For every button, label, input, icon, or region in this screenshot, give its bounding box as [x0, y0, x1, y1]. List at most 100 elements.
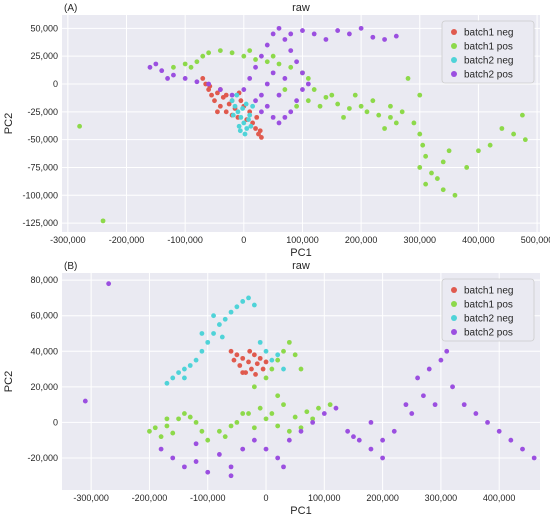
chart-1-series-3-point-39 [193, 441, 199, 447]
chart-0-series-1-point-26 [420, 142, 426, 148]
chart-1-series-0-point-6 [246, 359, 251, 365]
chart-1-series-3-point-20 [368, 446, 374, 452]
chart-0-series-2-point-13 [248, 123, 254, 129]
chart-1-series-1-point-37 [275, 423, 281, 429]
chart-0-series-1-point-51 [247, 48, 253, 54]
chart-0-series-1-point-27 [423, 153, 429, 159]
panel-a: -300,000 -200,000 -100,000 0 100,000 200,000 3… [3, 2, 550, 259]
chart-0-series-1-point-6 [217, 48, 223, 54]
chart-0-y-tick-label-0: -125,000 [22, 218, 58, 228]
chart-0-series-3-point-2 [171, 72, 176, 78]
chart-1-x-tick-label-2: -100,000 [190, 493, 226, 503]
chart-1-series-2-point-24 [219, 334, 225, 340]
chart-1-series-3-point-37 [380, 437, 386, 443]
chart-0-series-3-point-42 [288, 31, 294, 37]
chart-0-series-1-point-16 [323, 94, 329, 100]
chart-1-series-0-point-12 [263, 359, 269, 365]
chart-1-series-3-point-5 [193, 459, 199, 464]
chart-0-series-1-point-38 [511, 131, 517, 137]
chart-0-series-1-point-31 [440, 159, 446, 165]
chart-1-series-1-point-22 [263, 375, 269, 381]
chart-1-y-tick-label-5: 80,000 [30, 275, 58, 285]
chart-1-series-3-point-14 [298, 428, 304, 434]
chart-1-series-1-point-19 [316, 405, 321, 411]
chart-0-series-1 [77, 48, 528, 224]
chart-1-legend-marker-3 [451, 329, 457, 335]
chart-0-series-1-point-5 [206, 50, 212, 56]
chart-0-series-1-point-40 [520, 112, 525, 118]
chart-0-series-1-point-57 [382, 126, 387, 131]
chart-0-x-tick-label-8: 500,000 [521, 235, 550, 245]
chart-0-y-axis-label: PC2 [3, 113, 15, 134]
chart-0-series-1-point-53 [341, 114, 346, 120]
chart-0-series-1-point-39 [522, 137, 528, 143]
chart-1-legend-label-2: batch2 neg [464, 314, 514, 325]
chart-0-series-0-point-7 [226, 101, 232, 107]
chart-1-series-3-point-6 [205, 469, 211, 475]
chart-0-series-3-point-32 [358, 25, 364, 31]
chart-1-series-1-point-5 [176, 416, 181, 422]
chart-1-series-1-point-35 [216, 428, 222, 434]
chart-0-series-1-point-0 [77, 123, 82, 129]
chart-1-series-1-point-3 [164, 423, 170, 429]
chart-0-series-1-point-47 [294, 103, 300, 109]
chart-0-series-2-point-5 [244, 126, 250, 131]
chart-1-series-3-point-31 [485, 420, 490, 425]
chart-1-series-1-point-18 [304, 409, 310, 415]
chart-1-series-1-point-23 [269, 366, 275, 372]
chart-1-series-1-point-6 [182, 411, 187, 416]
chart-1-y-tick-label-4: 60,000 [30, 311, 58, 321]
chart-1-series-1-point-39 [164, 416, 170, 422]
chart-0-series-0-point-2 [212, 98, 217, 104]
chart-1-series-2-point-17 [263, 348, 269, 354]
chart-1-series-3-point-33 [508, 437, 514, 443]
chart-0-series-3-point-23 [276, 120, 282, 126]
chart-0-series-1-point-30 [434, 176, 440, 181]
chart-1-series-1-point-36 [251, 425, 257, 431]
chart-1-series-1-point-17 [292, 414, 298, 420]
chart-1-series-3 [82, 281, 537, 479]
chart-1-series-2-point-21 [211, 313, 216, 319]
chart-0-series-3-point-28 [311, 31, 317, 37]
chart-0-series-3-point-37 [282, 76, 288, 81]
chart-1-series-3-point-28 [450, 384, 455, 390]
chart-0-series-3-point-36 [276, 92, 282, 98]
chart-0-series-2-point-15 [243, 101, 249, 107]
chart-0-series-3-point-13 [270, 31, 276, 37]
chart-0-series-0-point-28 [257, 128, 263, 134]
chart-1-x-tick-label-7: 400,000 [483, 493, 516, 503]
chart-1-series-1-point-7 [187, 414, 193, 420]
chart-1-series-2-point-6 [199, 348, 205, 354]
chart-1-series-3-point-43 [432, 402, 438, 408]
chart-1-series-2-point-5 [193, 357, 199, 363]
chart-1-series-0-point-3 [237, 363, 243, 368]
chart-0-series-3-point-34 [382, 37, 387, 42]
panel-b: -300,000 -200,000 -100,000 0 100,000 200,000 3… [3, 260, 540, 517]
chart-0-legend-box [441, 20, 535, 84]
chart-0-legend: batch1 neg batch1 pos batch2 neg batch2 pos [441, 20, 535, 84]
chart-0-series-1-point-32 [446, 148, 452, 154]
chart-1-series-1-point-2 [158, 434, 164, 440]
chart-1-series-0-point-14 [247, 348, 253, 354]
chart-0-x-tick-label-5: 200,000 [345, 235, 378, 245]
chart-1-series-1-point-13 [246, 411, 251, 416]
chart-1-series-1-point-14 [257, 405, 263, 411]
chart-0-series-1-point-18 [346, 106, 352, 111]
chart-0-series-3-point-39 [264, 81, 270, 87]
chart-1-series-1-point-29 [251, 384, 257, 390]
chart-0-series-0-point-18 [259, 135, 264, 140]
chart-1-x-tick-label-4: 100,000 [308, 493, 341, 503]
chart-0-series-1-point-14 [305, 76, 311, 81]
chart-0-series-0-point-1 [209, 92, 214, 98]
chart-0-series-3-point-6 [217, 87, 223, 92]
chart-0-series-3-point-1 [159, 68, 165, 74]
chart-1-series-0-point-2 [234, 352, 240, 358]
chart-0-series-3-point-21 [264, 103, 270, 109]
chart-1-y-tick-label-0: -20,000 [27, 453, 58, 463]
chart-0-series-2-point-6 [247, 112, 253, 118]
chart-0-series-1-point-46 [305, 98, 311, 104]
chart-0-series-3-point-26 [294, 98, 300, 104]
chart-1-series-3-point-22 [391, 428, 397, 434]
chart-1-x-tick-label-6: 300,000 [425, 493, 458, 503]
